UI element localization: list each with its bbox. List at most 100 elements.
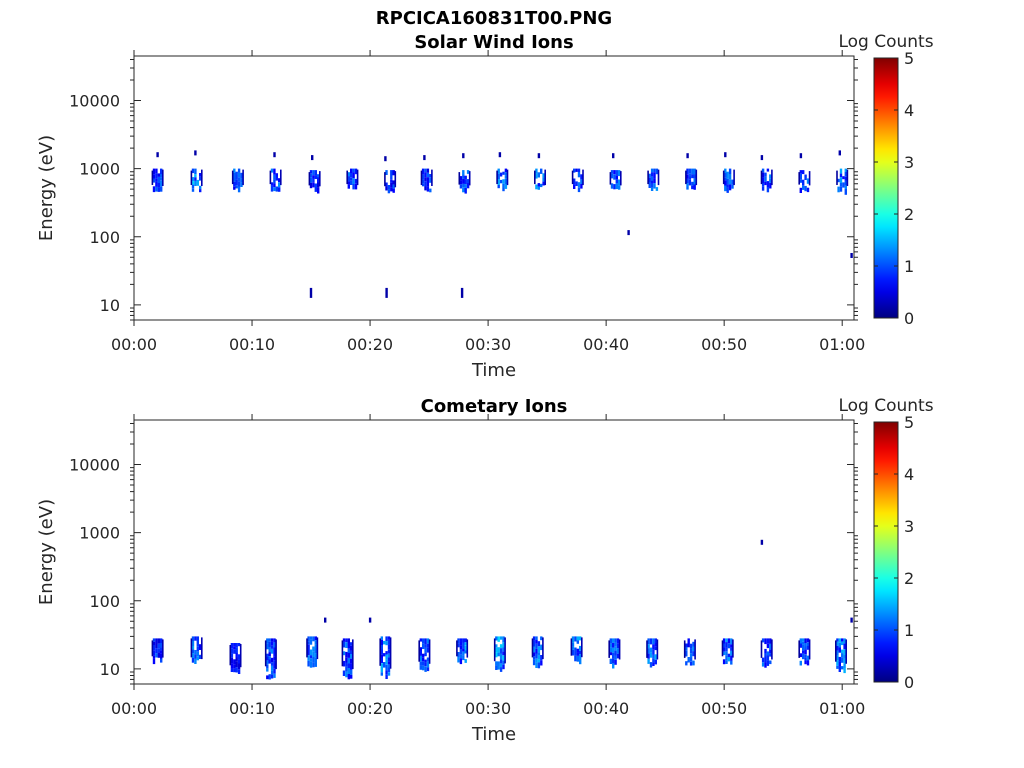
x-tick-label: 00:30 bbox=[465, 335, 511, 354]
burst-5 bbox=[341, 638, 354, 680]
y-tick-label: 10000 bbox=[69, 456, 120, 475]
burst-11 bbox=[570, 636, 583, 665]
axes-frame-solar-wind bbox=[133, 55, 855, 321]
x-tick-label: 00:50 bbox=[701, 699, 747, 718]
x-tick-label: 00:50 bbox=[701, 335, 747, 354]
burst-16 bbox=[760, 638, 773, 668]
burst-18 bbox=[835, 638, 847, 674]
burst-7 bbox=[420, 168, 433, 193]
y-tick-label: 100 bbox=[89, 228, 120, 247]
y-axis-label-cometary: Energy (eV) bbox=[36, 499, 57, 605]
colorbar-tick-label: 4 bbox=[904, 465, 914, 484]
y-axis-solar-wind: 10 100 1000 10000 bbox=[69, 58, 858, 321]
colorbar-tick-label: 0 bbox=[904, 309, 914, 328]
axes-frame-cometary bbox=[133, 419, 855, 685]
x-tick-label: 00:00 bbox=[111, 699, 157, 718]
x-tick-label: 00:30 bbox=[465, 699, 511, 718]
colorbar-tick-label: 5 bbox=[904, 49, 914, 68]
colorbar-tick-label: 4 bbox=[904, 101, 914, 120]
burst-6 bbox=[379, 636, 392, 679]
speck-5 bbox=[423, 155, 426, 161]
burst-13 bbox=[647, 168, 660, 191]
colorbar-tick-label: 1 bbox=[904, 621, 914, 640]
burst-2 bbox=[231, 168, 244, 193]
x-tick-label: 00:40 bbox=[583, 335, 629, 354]
speck-14 bbox=[838, 150, 841, 156]
speck-8 bbox=[537, 153, 541, 159]
x-tick-label: 01:00 bbox=[819, 335, 865, 354]
burst-4 bbox=[308, 170, 321, 194]
figure-title: RPCICA160831T00.PNG bbox=[376, 8, 612, 29]
burst-12 bbox=[609, 170, 622, 190]
burst-0 bbox=[151, 638, 164, 665]
x-tick-label: 00:20 bbox=[347, 335, 393, 354]
burst-3 bbox=[269, 168, 282, 192]
speck-13 bbox=[799, 153, 803, 159]
speck-19 bbox=[460, 287, 464, 298]
burst-1 bbox=[190, 636, 203, 664]
x-axis-cometary: 00:00 00:10 00:20 00:30 00:40 00:50 01:00 bbox=[111, 414, 865, 718]
burst-8 bbox=[458, 170, 471, 194]
burst-18 bbox=[836, 168, 849, 195]
burst-11 bbox=[571, 168, 584, 193]
burst-13 bbox=[646, 638, 659, 668]
y-tick-label: 10000 bbox=[69, 92, 120, 111]
speck-10 bbox=[686, 153, 689, 159]
x-tick-label: 01:00 bbox=[819, 699, 865, 718]
speck-4 bbox=[384, 156, 387, 162]
colorbar-cometary: 0 1 2 3 4 5 bbox=[873, 413, 914, 692]
x-axis-solar-wind: 00:00 00:10 00:20 00:30 00:40 00:50 01:00 bbox=[111, 50, 865, 354]
x-tick-label: 00:40 bbox=[583, 699, 629, 718]
burst-6 bbox=[384, 170, 397, 194]
speck-3 bbox=[311, 155, 314, 161]
plot-area-cometary bbox=[151, 539, 853, 680]
colorbar-solar-wind: 0 1 2 3 4 5 bbox=[873, 49, 914, 328]
colorbar-label-solar-wind: Log Counts bbox=[838, 32, 933, 52]
y-tick-label: 10 bbox=[100, 296, 120, 315]
speck-2 bbox=[273, 152, 276, 158]
x-tick-label: 00:20 bbox=[347, 699, 393, 718]
plot-area-solar-wind bbox=[151, 150, 853, 298]
colorbar-gradient bbox=[873, 421, 899, 683]
panel-title-solar-wind: Solar Wind Ions bbox=[414, 32, 573, 53]
colorbar-gradient bbox=[873, 57, 899, 319]
speck-9 bbox=[612, 153, 615, 159]
speck-16 bbox=[850, 253, 853, 258]
speck-3 bbox=[850, 617, 853, 623]
colorbar-tick-label: 1 bbox=[904, 257, 914, 276]
speck-0 bbox=[156, 152, 159, 158]
burst-2 bbox=[229, 643, 242, 674]
colorbar-tick-label: 2 bbox=[904, 205, 914, 224]
burst-16 bbox=[760, 168, 773, 193]
speck-11 bbox=[724, 152, 727, 158]
speck-0 bbox=[324, 617, 327, 623]
burst-9 bbox=[496, 168, 509, 192]
burst-10 bbox=[534, 168, 546, 190]
colorbar-tick-label: 2 bbox=[904, 569, 914, 588]
y-tick-label: 100 bbox=[89, 592, 120, 611]
burst-15 bbox=[722, 168, 735, 193]
colorbar-label-cometary: Log Counts bbox=[838, 396, 933, 416]
burst-17 bbox=[798, 170, 811, 193]
speck-6 bbox=[462, 153, 465, 159]
burst-0 bbox=[151, 168, 164, 193]
burst-12 bbox=[608, 638, 621, 669]
x-axis-label-cometary: Time bbox=[471, 724, 516, 745]
x-tick-label: 00:10 bbox=[229, 699, 275, 718]
speck-15 bbox=[627, 230, 630, 236]
colorbar-tick-label: 0 bbox=[904, 673, 914, 692]
burst-9 bbox=[493, 636, 506, 672]
burst-17 bbox=[798, 638, 811, 666]
speck-12 bbox=[760, 155, 764, 161]
y-axis-label-solar-wind: Energy (eV) bbox=[36, 135, 57, 241]
burst-15 bbox=[721, 638, 734, 665]
speck-1 bbox=[194, 150, 197, 156]
speck-7 bbox=[498, 152, 502, 158]
y-tick-label: 1000 bbox=[79, 160, 120, 179]
speck-18 bbox=[385, 287, 388, 298]
burst-5 bbox=[346, 168, 359, 190]
y-tick-label: 1000 bbox=[79, 524, 120, 543]
